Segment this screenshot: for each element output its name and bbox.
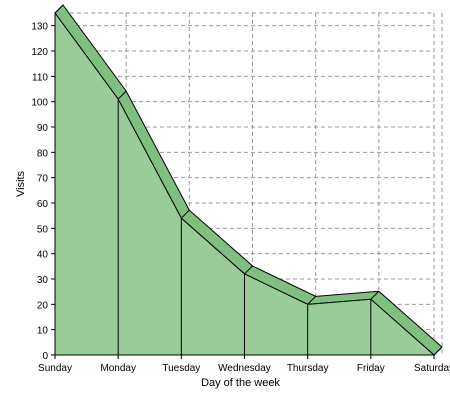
y-tick-label: 10 — [37, 326, 49, 337]
y-tick-label: 60 — [37, 199, 49, 210]
y-tick-label: 90 — [37, 123, 49, 134]
depth-edge — [433, 346, 443, 356]
x-tick-label-monday: Monday — [100, 363, 136, 374]
area-series — [54, 4, 443, 356]
y-axis-title: Visits — [15, 170, 27, 197]
axes — [51, 13, 435, 359]
y-tick-label: 130 — [31, 22, 48, 33]
y-tick-label: 110 — [32, 72, 48, 83]
y-tick-label: 40 — [37, 250, 49, 261]
y-tick-label: 20 — [37, 300, 49, 311]
x-tick-label-tuesday: Tuesday — [162, 363, 200, 374]
y-tick-label: 30 — [37, 275, 49, 286]
x-axis-title: Day of the week — [201, 377, 280, 389]
depth-edge — [307, 295, 317, 305]
depth-edge — [180, 209, 190, 219]
x-tick-label-friday: Friday — [357, 363, 385, 374]
x-tick-label-saturday: Saturday — [414, 363, 450, 374]
depth-edge — [370, 290, 380, 300]
y-tick-label: 50 — [37, 224, 49, 235]
y-tick-label: 80 — [37, 148, 49, 159]
y-tick-label: 70 — [37, 174, 49, 185]
depth-edge — [54, 4, 64, 14]
tick-labels: 0 10 20 30 40 50 60 70 80 90 100 110 120 130 Sunday Mon… — [31, 22, 450, 374]
y-tick-label: 120 — [31, 47, 48, 58]
x-tick-label-sunday: Sunday — [38, 363, 72, 374]
depth-edge — [117, 90, 127, 100]
x-tick-label-wednesday: Wednesday — [218, 363, 271, 374]
y-tick-label: 0 — [42, 351, 48, 362]
y-tick-label: 100 — [31, 98, 48, 109]
depth-edge — [244, 265, 253, 275]
x-tick-label-thursday: Thursday — [287, 363, 329, 374]
